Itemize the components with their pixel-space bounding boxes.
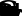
Text: (250 μg twice weekly x 4 wks), n = 9-10: (250 μg twice weekly x 4 wks), n = 9-10 [0, 4, 22, 16]
Text: Therapeutic Efficacy of MAb-CL2A-SN38 Immunoconjugates: Therapeutic Efficacy of MAb-CL2A-SN38 Im… [0, 2, 22, 16]
Text: in Capan-1 Tumor-Bearing Mice: in Capan-1 Tumor-Bearing Mice [0, 3, 22, 16]
